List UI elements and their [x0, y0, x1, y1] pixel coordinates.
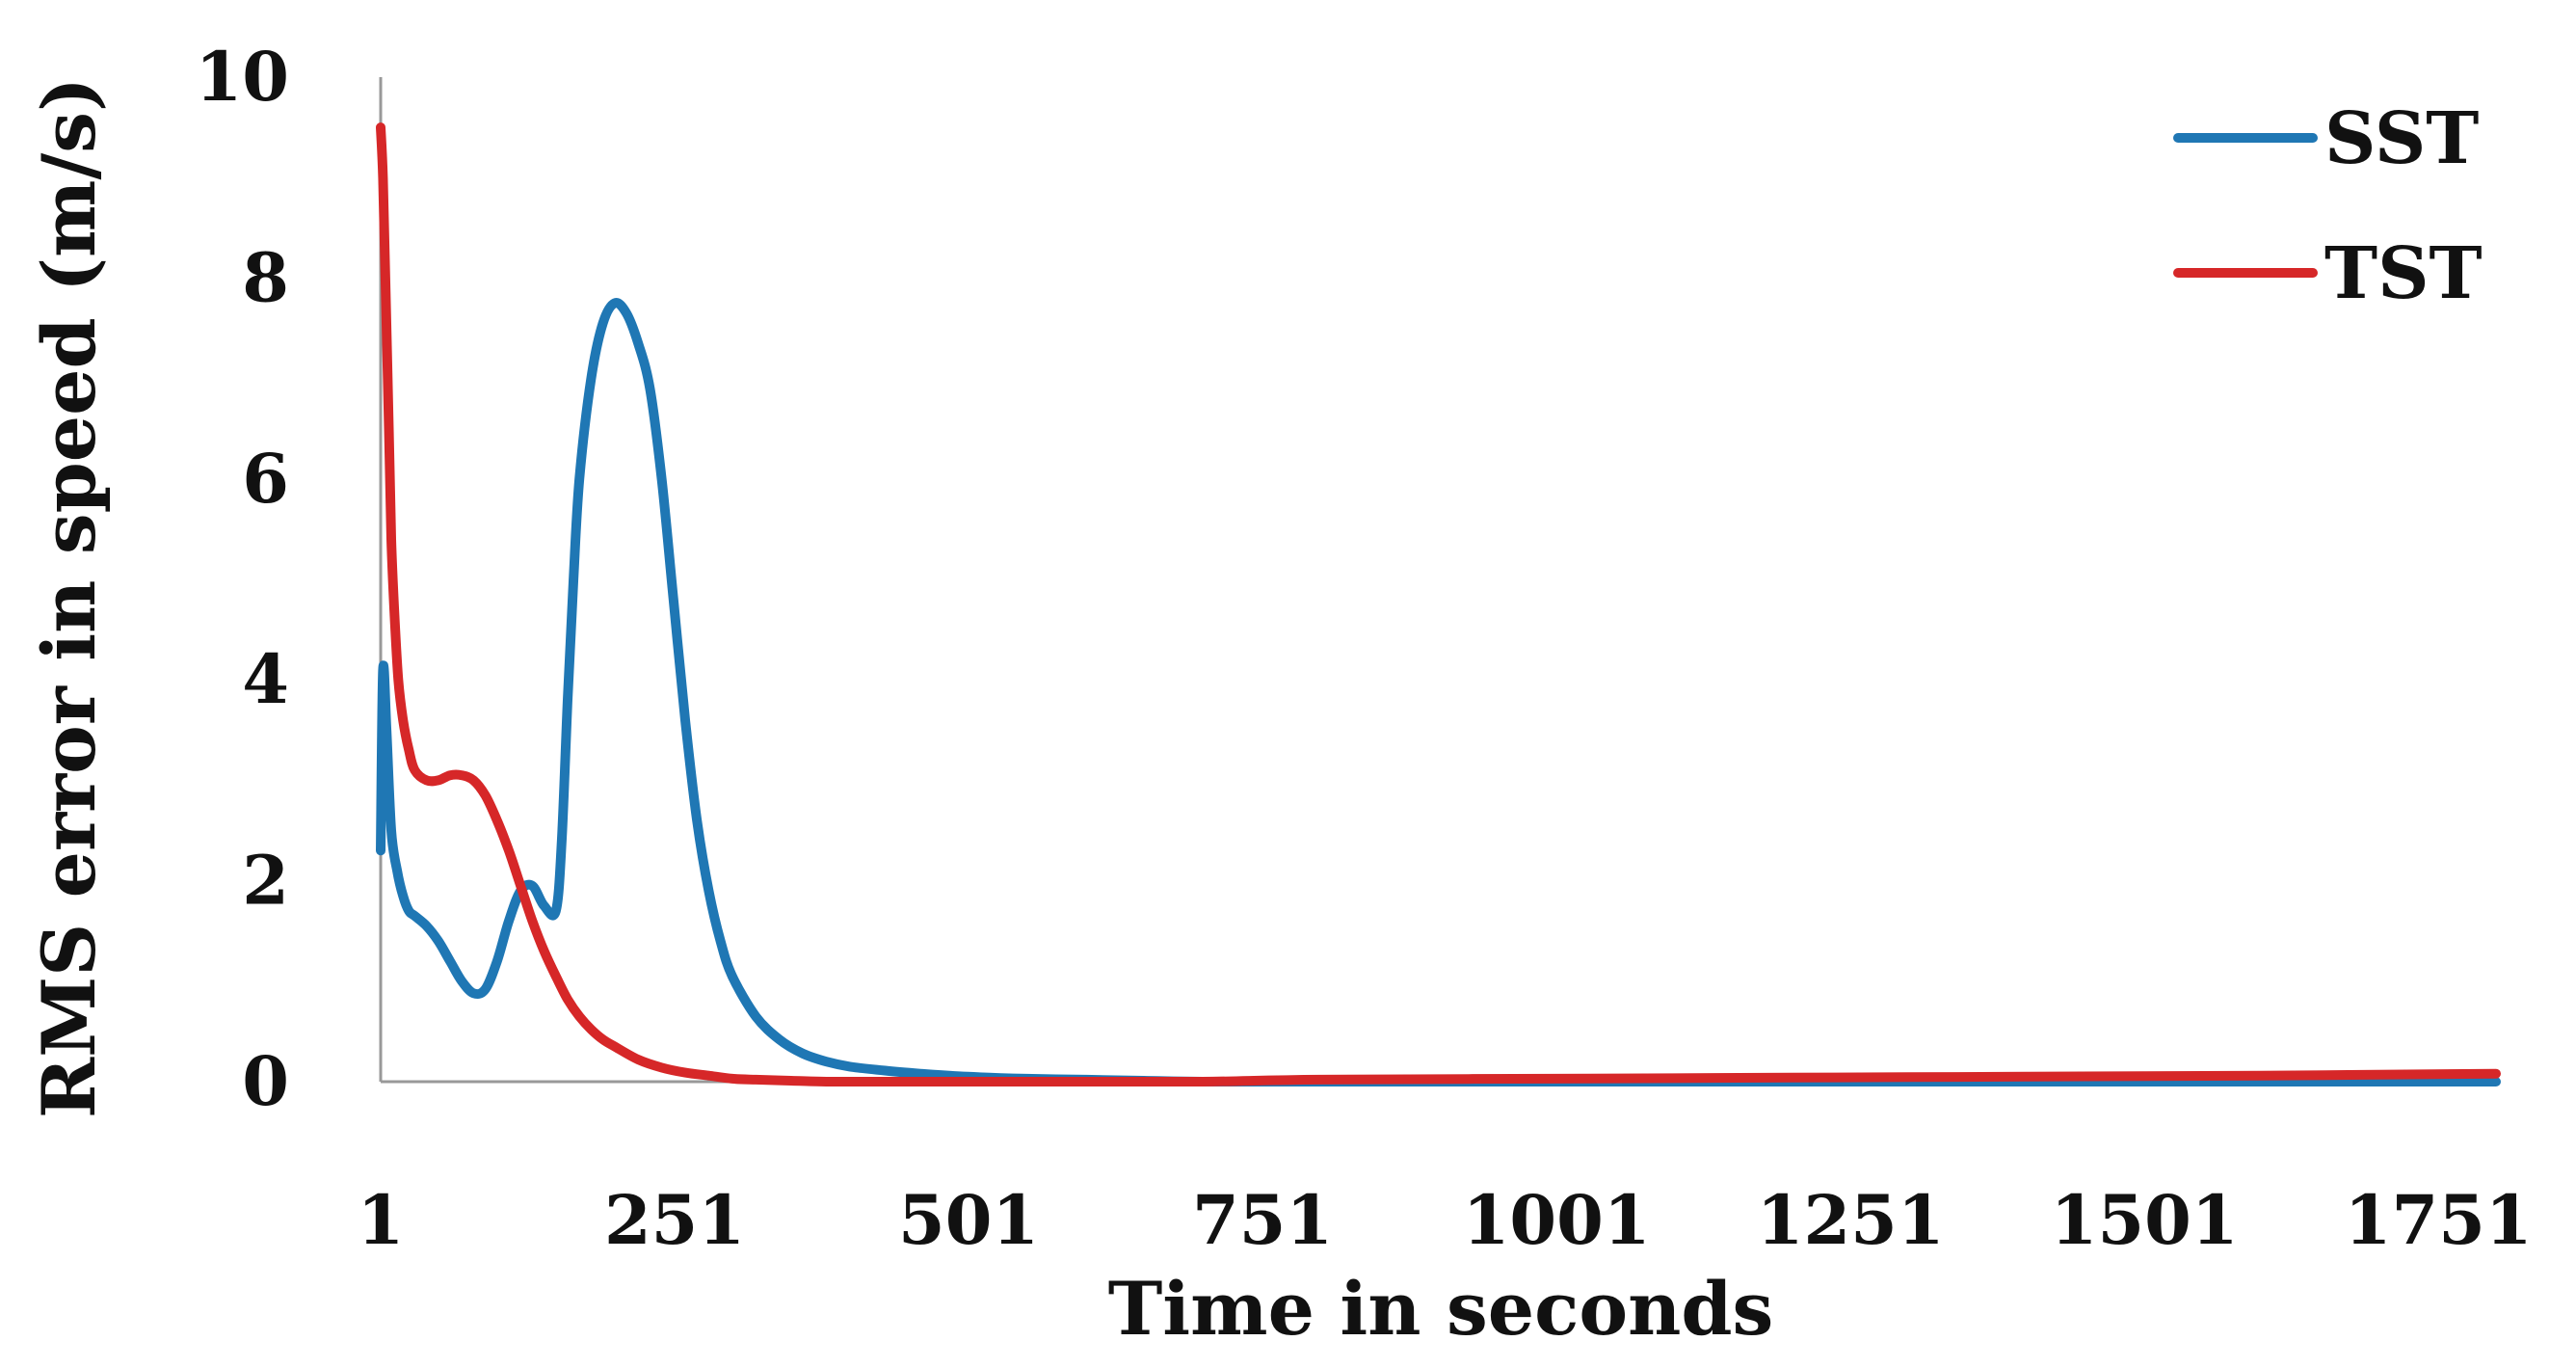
- legend-label-tst: TST: [2324, 232, 2483, 315]
- x-tick-label: 1251: [1757, 1180, 1945, 1260]
- legend: SST TST: [2173, 97, 2483, 315]
- axes: [379, 77, 2496, 1084]
- x-tick-label: 1501: [2051, 1180, 2239, 1260]
- series-line-tst: [376, 122, 2501, 1087]
- x-axis-title: Time in seconds: [1108, 1266, 1774, 1352]
- x-tick-label: 1: [358, 1180, 405, 1260]
- x-tick-labels: 1 251 501 751 1001 1251 1501 1751: [358, 1180, 2533, 1260]
- y-tick-label: 10: [196, 37, 289, 117]
- y-tick-label: 4: [242, 639, 289, 719]
- x-tick-label: 751: [1192, 1180, 1333, 1260]
- x-tick-label: 1751: [2345, 1180, 2533, 1260]
- y-tick-labels: 0 2 4 6 8 10: [196, 37, 289, 1121]
- y-tick-label: 0: [242, 1041, 289, 1121]
- series-line-sst: [376, 298, 2501, 1087]
- y-tick-label: 8: [242, 237, 289, 317]
- y-axis-title: RMS error in speed (m/s): [26, 77, 112, 1118]
- x-tick-label: 1001: [1463, 1180, 1651, 1260]
- y-tick-label: 2: [242, 841, 289, 921]
- y-tick-label: 6: [242, 439, 289, 519]
- x-tick-label: 501: [898, 1180, 1039, 1260]
- x-tick-label: 251: [604, 1180, 745, 1260]
- legend-label-sst: SST: [2324, 97, 2479, 180]
- series-lines: [376, 122, 2501, 1087]
